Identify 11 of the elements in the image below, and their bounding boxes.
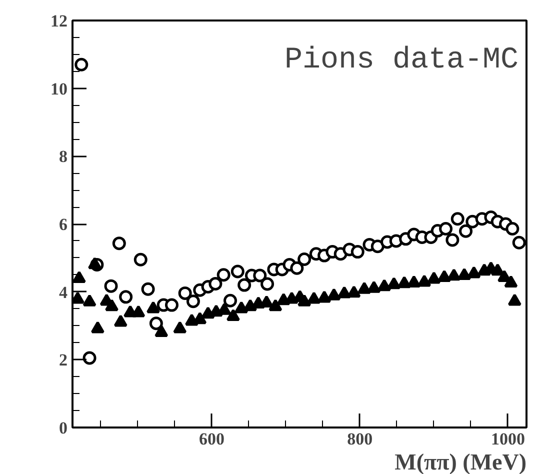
y-tick-label: 8	[59, 147, 68, 166]
y-tick-label: 0	[59, 418, 68, 438]
y-tick-label: 10	[50, 79, 68, 98]
y-tick-label: 2	[59, 350, 68, 370]
y-tick-label: 6	[59, 215, 68, 234]
y-tick-label: 4	[59, 282, 68, 302]
x-tick-label: 800	[347, 430, 373, 448]
annotation: Pions data-MC	[284, 44, 519, 78]
x-tick-label: 600	[198, 430, 224, 448]
x-tick-label: 1000	[490, 430, 525, 448]
y-tick-label: 12	[50, 12, 68, 30]
